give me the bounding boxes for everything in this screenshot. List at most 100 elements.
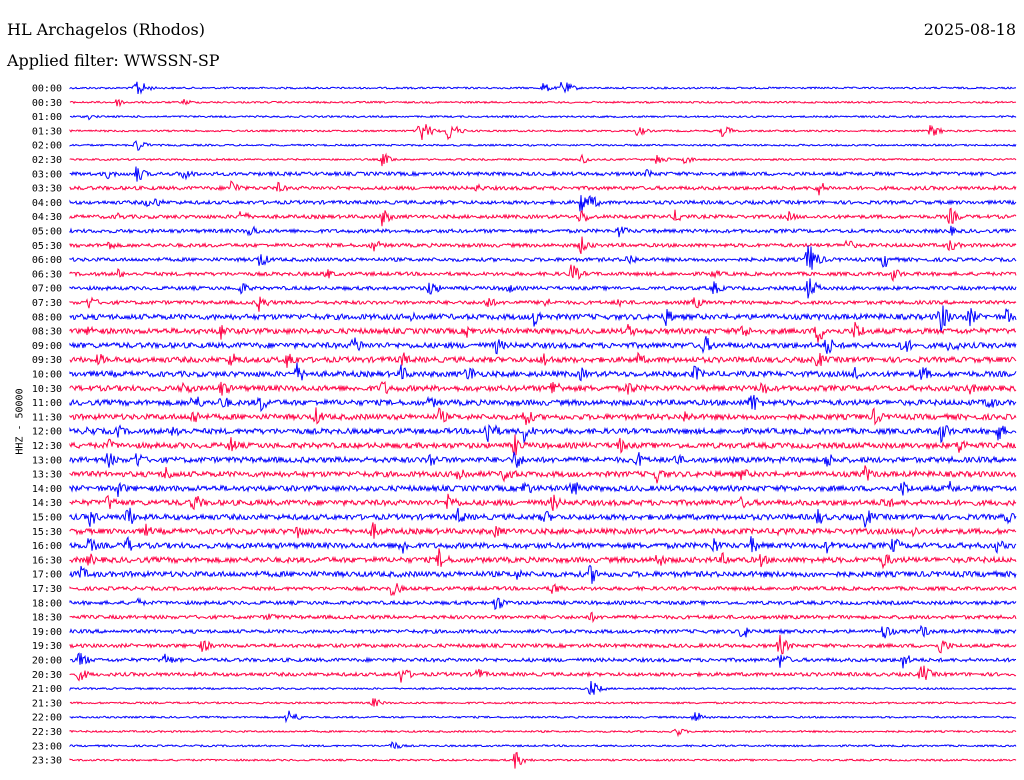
trace-1430 xyxy=(69,493,1017,512)
trace-rows xyxy=(69,81,1017,769)
row-label: 06:30 xyxy=(32,269,62,280)
row-label: 17:30 xyxy=(32,584,62,595)
row-label: 09:00 xyxy=(32,341,62,352)
row-label: 01:30 xyxy=(32,126,62,137)
trace-0000 xyxy=(69,81,1017,95)
trace-0200 xyxy=(69,140,1017,151)
trace-1600 xyxy=(69,535,1017,555)
trace-1630 xyxy=(69,548,1017,570)
row-label: 06:00 xyxy=(32,255,62,266)
trace-1130 xyxy=(69,407,1017,426)
trace-2230 xyxy=(69,728,1017,738)
trace-2030 xyxy=(69,665,1017,683)
trace-0730 xyxy=(69,296,1017,312)
row-label: 03:30 xyxy=(32,184,62,195)
row-label: 21:00 xyxy=(32,684,62,695)
row-label: 14:00 xyxy=(32,484,62,495)
row-label: 04:00 xyxy=(32,198,62,209)
trace-0230 xyxy=(69,152,1017,167)
row-label: 13:30 xyxy=(32,470,62,481)
trace-1200 xyxy=(69,423,1017,444)
trace-2330 xyxy=(69,751,1017,769)
trace-2130 xyxy=(69,698,1017,707)
row-label: 20:00 xyxy=(32,656,62,667)
row-label: 05:30 xyxy=(32,241,62,252)
trace-0500 xyxy=(69,225,1017,238)
trace-1830 xyxy=(69,611,1017,624)
row-label: 15:00 xyxy=(32,513,62,524)
row-label: 12:30 xyxy=(32,441,62,452)
trace-1530 xyxy=(69,522,1017,539)
trace-0400 xyxy=(69,194,1017,213)
station-title: HL Archagelos (Rhodos) xyxy=(7,20,205,39)
filter-label: Applied filter: WWSSN-SP xyxy=(7,51,220,70)
trace-1330 xyxy=(69,465,1017,484)
trace-0100 xyxy=(69,114,1017,121)
trace-1400 xyxy=(69,481,1017,498)
row-label: 13:00 xyxy=(32,455,62,466)
trace-1900 xyxy=(69,624,1017,639)
row-label: 16:00 xyxy=(32,541,62,552)
trace-0630 xyxy=(69,264,1017,283)
row-label: 20:30 xyxy=(32,670,62,681)
row-label: 23:30 xyxy=(32,756,62,767)
trace-0830 xyxy=(69,321,1017,343)
row-label: 01:00 xyxy=(32,112,62,123)
row-label: 15:30 xyxy=(32,527,62,538)
row-label: 19:30 xyxy=(32,641,62,652)
trace-0300 xyxy=(69,166,1017,182)
row-label: 03:00 xyxy=(32,169,62,180)
trace-0530 xyxy=(69,236,1017,254)
trace-0800 xyxy=(69,305,1017,332)
trace-1000 xyxy=(69,362,1017,382)
trace-2300 xyxy=(69,741,1017,750)
row-label: 00:30 xyxy=(32,98,62,109)
trace-0030 xyxy=(69,98,1017,108)
row-label: 22:00 xyxy=(32,713,62,724)
trace-2000 xyxy=(69,652,1016,669)
row-label: 21:30 xyxy=(32,698,62,709)
row-label: 19:00 xyxy=(32,627,62,638)
trace-0430 xyxy=(69,207,1017,227)
row-label: 02:00 xyxy=(32,141,62,152)
row-label: 22:30 xyxy=(32,727,62,738)
trace-2200 xyxy=(69,710,1017,724)
row-labels: 00:00 00:30 01:00 01:30 02:00 02:30 03:00 03:30… xyxy=(32,84,62,767)
row-label: 17:00 xyxy=(32,570,62,581)
row-label: 23:00 xyxy=(32,741,62,752)
trace-1800 xyxy=(69,597,1017,611)
trace-1500 xyxy=(69,507,1017,528)
row-label: 08:00 xyxy=(32,312,62,323)
date-label: 2025-08-18 xyxy=(923,20,1016,39)
row-label: 12:00 xyxy=(32,427,62,438)
trace-0130 xyxy=(69,124,1017,141)
row-label: 09:30 xyxy=(32,355,62,366)
row-label: 11:30 xyxy=(32,412,62,423)
trace-2100 xyxy=(69,680,1017,696)
row-label: 08:30 xyxy=(32,327,62,338)
row-label: 10:00 xyxy=(32,370,62,381)
row-label: 18:00 xyxy=(32,598,62,609)
row-label: 02:30 xyxy=(32,155,62,166)
row-label: 14:30 xyxy=(32,498,62,509)
row-label: 07:00 xyxy=(32,284,62,295)
row-label: 11:00 xyxy=(32,398,62,409)
row-label: 18:30 xyxy=(32,613,62,624)
row-label: 10:30 xyxy=(32,384,62,395)
row-label: 16:30 xyxy=(32,555,62,566)
trace-0700 xyxy=(69,278,1017,299)
row-label: 07:30 xyxy=(32,298,62,309)
trace-1230 xyxy=(69,434,1017,456)
trace-1100 xyxy=(69,394,1017,413)
trace-1730 xyxy=(69,583,1017,597)
trace-1700 xyxy=(69,564,1017,584)
row-label: 05:00 xyxy=(32,227,62,238)
trace-1930 xyxy=(69,634,1017,655)
trace-0330 xyxy=(69,180,1017,196)
trace-0600 xyxy=(69,245,1017,270)
trace-1300 xyxy=(69,451,1017,468)
row-label: 00:00 xyxy=(32,84,62,95)
row-label: 04:30 xyxy=(32,212,62,223)
trace-1030 xyxy=(69,381,1017,396)
